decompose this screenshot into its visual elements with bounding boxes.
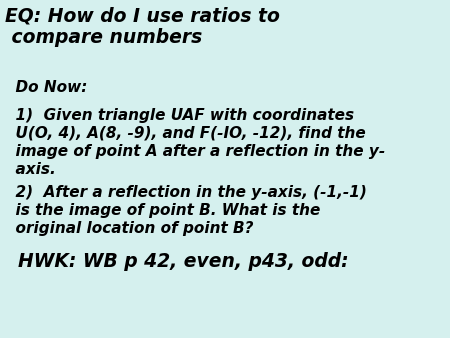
- Text: original location of point B?: original location of point B?: [5, 221, 253, 236]
- Text: compare numbers: compare numbers: [5, 28, 202, 47]
- Text: EQ: How do I use ratios to: EQ: How do I use ratios to: [5, 6, 280, 25]
- Text: 2)  After a reflection in the y-axis, (-1,-1): 2) After a reflection in the y-axis, (-1…: [5, 185, 367, 200]
- Text: image of point A after a reflection in the y-: image of point A after a reflection in t…: [5, 144, 385, 159]
- Text: 1)  Given triangle UAF with coordinates: 1) Given triangle UAF with coordinates: [5, 108, 354, 123]
- Text: U(O, 4), A(8, -9), and F(-IO, -12), find the: U(O, 4), A(8, -9), and F(-IO, -12), find…: [5, 126, 366, 141]
- Text: HWK: WB p 42, even, p43, odd:: HWK: WB p 42, even, p43, odd:: [5, 252, 349, 271]
- Text: Do Now:: Do Now:: [5, 80, 87, 95]
- Text: is the image of point B. What is the: is the image of point B. What is the: [5, 203, 320, 218]
- Text: axis.: axis.: [5, 162, 56, 177]
